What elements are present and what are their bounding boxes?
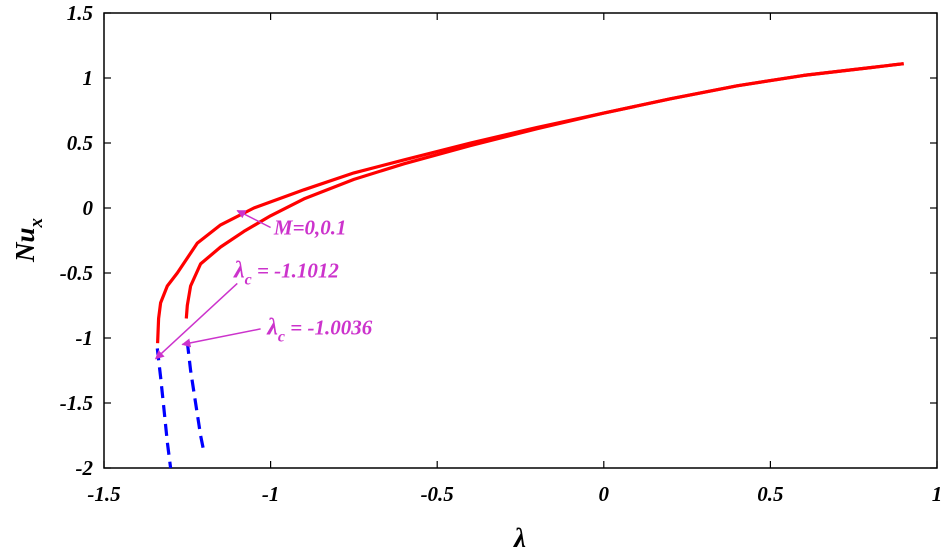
annotation-value: = -1.1012	[252, 258, 340, 282]
plot-area-frame	[103, 12, 938, 469]
y-tick-label: 1	[83, 66, 94, 90]
annotation-lambda: λ	[266, 315, 278, 341]
x-tick-label: 0	[599, 482, 610, 506]
first-branch-line-1	[184, 62, 904, 319]
second-branch-line-2	[155, 348, 173, 469]
annotation-lambda: λ	[233, 257, 245, 283]
y-tick-label: 0.5	[67, 131, 93, 155]
y-tick-label: -1	[76, 326, 94, 350]
x-tick-label: 1	[932, 482, 943, 506]
y-tick-labels: -2 -1.5 -1 -0.5 0 0.5 1 1.5	[60, 1, 94, 480]
annotation-label-0: M=0,0.1	[273, 216, 347, 240]
x-tick-label: -1	[262, 482, 280, 506]
y-tick-label: -1.5	[60, 391, 93, 415]
y-tick-label: -0.5	[60, 261, 93, 285]
annotation-value: = -1.0036	[285, 316, 373, 340]
annotation-arrow-0	[236, 209, 271, 229]
y-axis-label-sub: x	[26, 217, 47, 228]
annotation-arrow-2	[181, 328, 261, 348]
axis-ticks	[103, 12, 938, 469]
y-tick-label: 1.5	[67, 1, 93, 25]
series-group	[155, 62, 904, 469]
x-tick-label: 0.5	[757, 482, 783, 506]
y-axis-label: Nux	[10, 217, 47, 263]
annotation-label-1: λc = -1.1012	[233, 257, 339, 288]
second-branch-line-3	[185, 341, 206, 453]
x-tick-labels: -1.5 -1 -0.5 0 0.5 1	[87, 482, 942, 506]
annotation-label-2: λc = -1.0036	[266, 315, 372, 346]
x-axis-label: λ	[513, 523, 526, 553]
first-branch-line-0	[156, 62, 904, 344]
y-tick-label: 0	[83, 196, 94, 220]
y-tick-label: -2	[76, 456, 94, 480]
x-tick-label: -1.5	[87, 482, 120, 506]
x-tick-label: -0.5	[421, 482, 454, 506]
annotation-arrow-1	[154, 282, 238, 360]
annotation-subscript: c	[245, 271, 252, 288]
annotation-subscript: c	[278, 329, 285, 346]
y-axis-label-main: Nu	[10, 227, 40, 263]
